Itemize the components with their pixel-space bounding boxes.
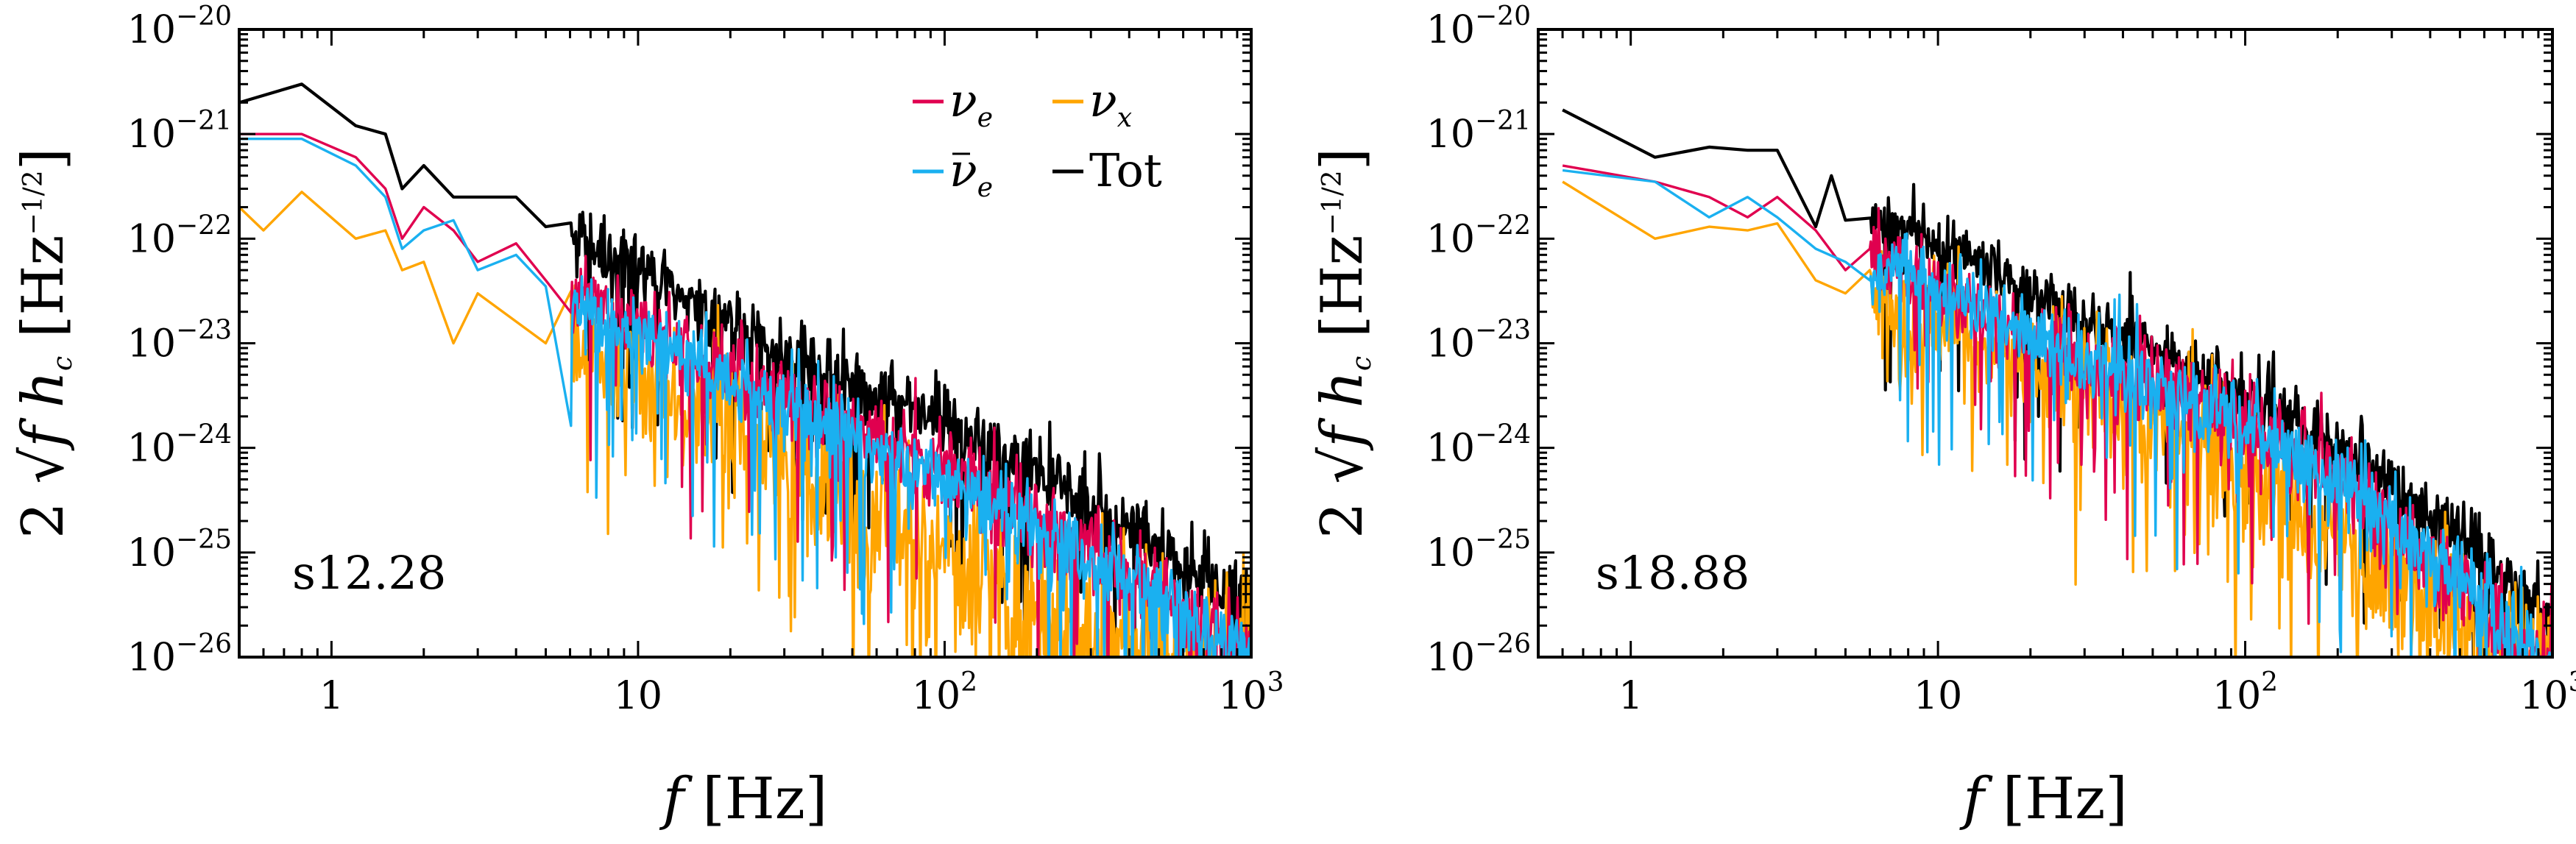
series-line-tot bbox=[1562, 108, 2552, 657]
legend: νe νx νe Tot bbox=[913, 74, 1162, 203]
y-tick-label: 10−26 bbox=[1426, 629, 1531, 680]
x-axis: 1 10 102 103 bbox=[238, 29, 1284, 718]
series-line-nu-x bbox=[239, 191, 1251, 657]
x-tick-label: 103 bbox=[2519, 667, 2576, 718]
y-axis: 10−20 10−21 10−22 10−23 10−24 10−25 10−26 bbox=[127, 1, 1251, 680]
panel-1: 1 10 102 10310−2010−2110−2210−2310−2410−251… bbox=[10, 1, 1284, 832]
legend-label-nu-e: νe bbox=[949, 74, 993, 133]
x-axis-title: f [Hz] bbox=[1959, 766, 2128, 832]
panel-label: s18.88 bbox=[1596, 546, 1749, 600]
y-axis: 10−20 10−21 10−22 10−23 10−24 10−25 10−26 bbox=[1426, 1, 2552, 680]
y-tick-label: 10−20 bbox=[1426, 1, 1531, 52]
y-tick-label: 10−22 bbox=[127, 210, 232, 261]
y-tick-label: 10−20 bbox=[127, 1, 232, 52]
y-tick-label: 10−21 bbox=[1426, 106, 1531, 157]
panel-label: s12.28 bbox=[292, 546, 446, 600]
x-tick-label: 103 bbox=[1218, 667, 1284, 718]
y-tick-label: 10−23 bbox=[1426, 316, 1531, 366]
y-tick-label: 10−21 bbox=[127, 106, 232, 157]
y-tick-label: 10−26 bbox=[127, 629, 232, 680]
y-tick-label: 10−24 bbox=[127, 420, 232, 471]
y-tick-label: 10−22 bbox=[1426, 210, 1531, 261]
x-tick-label: 10 bbox=[614, 674, 662, 718]
x-tick-label: 102 bbox=[912, 667, 977, 718]
legend-label-nu-x: νx bbox=[1089, 74, 1132, 133]
x-tick-label: 102 bbox=[2212, 667, 2278, 718]
legend-label-tot: Tot bbox=[1089, 143, 1162, 197]
y-tick-label: 10−24 bbox=[1426, 420, 1531, 471]
x-tick-label: 1 bbox=[1618, 674, 1643, 718]
x-tick-label: 10 bbox=[1914, 674, 1962, 718]
panel-2: 11010210310−2010−2110−2210−2310−2410−251… bbox=[1309, 1, 2576, 832]
series-group bbox=[239, 82, 1251, 657]
x-axis: 1 10 102 103 bbox=[1537, 29, 2576, 718]
y-tick-label: 10−25 bbox=[127, 525, 232, 575]
y-axis-title: 2 √f hc [Hz−1/2] bbox=[1309, 148, 1377, 539]
series-line-nu-x bbox=[1562, 180, 2552, 657]
x-axis-title: f [Hz] bbox=[659, 766, 828, 832]
series-line-nu-e bbox=[1562, 164, 2552, 657]
series-line-nu-e-bar bbox=[239, 138, 1251, 657]
y-axis-title: 2 √f hc [Hz−1/2] bbox=[10, 148, 78, 539]
legend-label-nu-e-bar: νe bbox=[949, 143, 993, 203]
series-line-nu-e-bar bbox=[1562, 169, 2552, 657]
y-tick-label: 10−23 bbox=[127, 316, 232, 366]
series-line-tot bbox=[239, 82, 1251, 657]
x-tick-label: 1 bbox=[319, 674, 344, 718]
y-tick-label: 10−25 bbox=[1426, 525, 1531, 575]
series-group bbox=[1562, 108, 2552, 657]
